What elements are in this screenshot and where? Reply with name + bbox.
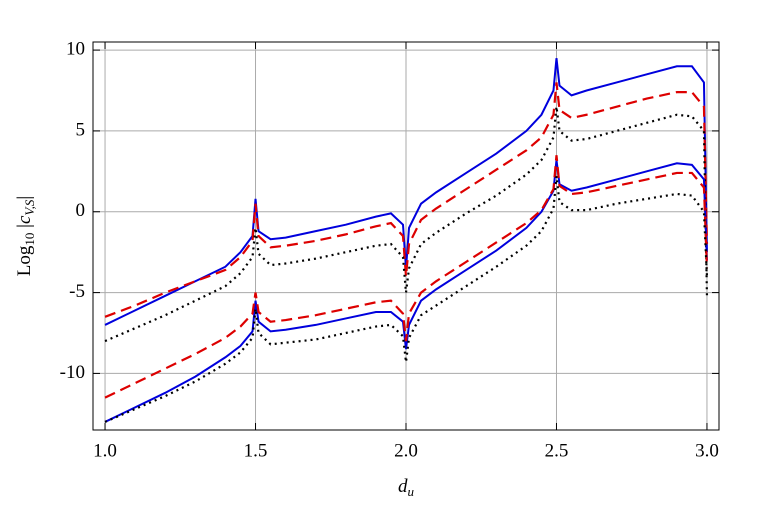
x-label-sub: u [408,484,415,499]
x-tick-label: 1.0 [93,440,117,461]
plot-frame [92,41,720,431]
y-tick-label: -10 [60,362,85,383]
series-line [104,106,709,343]
y-tick-label: 10 [66,38,85,59]
y-tick-label: -5 [69,281,85,302]
y-label-base: 10 [22,233,37,246]
x-axis-label: du [398,476,415,499]
y-tick-label: 5 [76,119,86,140]
series-line [104,155,709,399]
y-label-var: c [14,215,35,224]
y-tick-label: 0 [76,200,86,221]
y-label-sub: V,S [22,199,37,216]
series-line [104,58,708,326]
series-line [104,82,709,318]
x-tick-label: 2.5 [545,440,569,461]
y-label-bar: | [14,224,35,233]
x-label-var: d [398,476,408,497]
series-line [104,176,709,423]
x-tick-label: 3.0 [695,440,719,461]
x-tick-label: 1.5 [244,440,268,461]
y-label-log: Log [14,245,35,276]
x-tick-label: 2.0 [394,440,418,461]
series-line [104,159,708,423]
y-axis-label: Log10 |cV,S| [14,196,37,276]
y-label-bar: | [14,196,35,200]
